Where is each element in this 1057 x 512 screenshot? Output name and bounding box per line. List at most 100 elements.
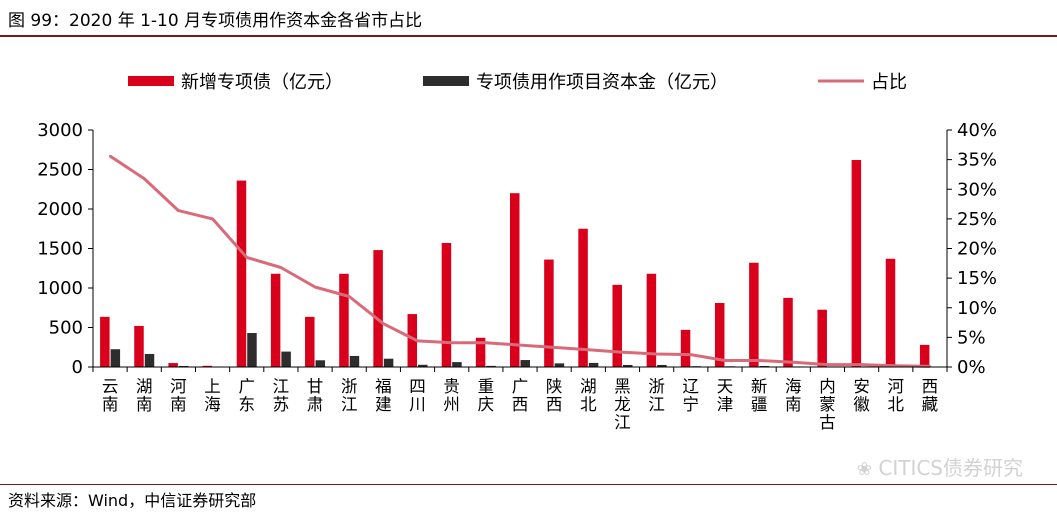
x-tick-label: 上海 xyxy=(204,377,221,414)
bar-capital-use xyxy=(554,363,565,367)
y-right-tick-label: 35% xyxy=(957,150,997,171)
bar-new-special-bonds xyxy=(612,284,622,367)
ratio-point xyxy=(518,343,522,347)
bar-capital-use xyxy=(622,364,633,367)
y-right-tick-label: 10% xyxy=(957,298,997,319)
y-right-tick-label: 20% xyxy=(957,239,997,260)
bar-new-special-bonds xyxy=(270,273,281,367)
bar-capital-use xyxy=(247,333,257,367)
ratio-point xyxy=(723,359,727,362)
ratio-point xyxy=(757,359,761,362)
bar-capital-use xyxy=(452,362,462,367)
source-note: 资料来源：Wind，中信证券研究部 xyxy=(8,491,257,510)
bar-new-special-bonds xyxy=(373,250,383,367)
bar-new-special-bonds xyxy=(749,262,759,367)
figure-title: 图 99：2020 年 1-10 月专项债用作资本金各省市占比 xyxy=(8,11,423,31)
x-tick-label: 广东 xyxy=(238,377,255,414)
title-divider xyxy=(0,35,1057,37)
x-tick-label: 天津 xyxy=(717,377,734,414)
y-left-tick-label: 500 xyxy=(49,318,83,339)
bar-new-special-bonds xyxy=(134,325,144,367)
ratio-point xyxy=(416,339,419,343)
legend-label: 占比 xyxy=(871,72,907,93)
bar-new-special-bonds xyxy=(202,365,213,367)
x-tick-label: 黑龙江 xyxy=(614,377,631,432)
bar-capital-use xyxy=(418,364,428,367)
x-tick-label: 甘肃 xyxy=(307,377,324,414)
x-tick-label: 广西 xyxy=(512,377,529,414)
ratio-point xyxy=(177,209,180,212)
bar-new-special-bonds xyxy=(339,273,349,367)
bar-new-special-bonds xyxy=(441,242,452,367)
bar-capital-use xyxy=(110,349,121,367)
bar-capital-use xyxy=(144,353,155,367)
ratio-point xyxy=(860,363,863,366)
ratio-point xyxy=(894,364,897,368)
ratio-point xyxy=(279,266,283,269)
y-right-tick-label: 25% xyxy=(957,209,997,230)
ratio-point xyxy=(655,352,658,356)
legend-swatch xyxy=(128,76,174,86)
bar-new-special-bonds xyxy=(475,337,486,367)
bar-capital-use xyxy=(520,360,530,367)
legend: 新增专项债（亿元） 专项债用作项目资本金（亿元） 占比 xyxy=(128,72,907,93)
watermark: ❀ CITICS债券研究 xyxy=(857,452,1023,481)
x-tick-label: 四川 xyxy=(409,377,426,414)
x-tick-label: 陕西 xyxy=(546,377,563,414)
legend-capital-use: 专项债用作项目资本金（亿元） xyxy=(423,72,728,93)
x-tick-label: 湖北 xyxy=(580,377,597,414)
legend-label: 新增专项债（亿元） xyxy=(181,72,343,93)
bar-capital-use xyxy=(383,358,394,367)
y-right-tick-label: 30% xyxy=(957,179,997,200)
ratio-point xyxy=(587,348,590,352)
legend-new-special-bonds: 新增专项债（亿元） xyxy=(128,72,343,93)
bar-capital-use xyxy=(315,360,326,367)
legend-swatch xyxy=(423,76,469,86)
y-right-tick-label: 40% xyxy=(957,120,997,141)
x-tick-label: 重庆 xyxy=(478,377,495,414)
x-tick-label: 安徽 xyxy=(853,377,870,414)
ratio-point xyxy=(484,341,488,344)
bar-new-special-bonds xyxy=(510,193,520,367)
x-tick-label: 河北 xyxy=(888,377,905,414)
chart: 新增专项债（亿元） 专项债用作项目资本金（亿元） 占比 0 500 1000 1500 20… xyxy=(37,72,997,432)
x-tick-label: 河南 xyxy=(170,377,187,414)
footer-divider xyxy=(0,484,1057,485)
ratio-point xyxy=(689,353,692,356)
y-left-tick-label: 1000 xyxy=(37,278,83,299)
y-axis-right: 0% 5% 10% 15% 20% 25% 30% 35% 40% xyxy=(946,120,997,378)
x-tick-label: 浙江 xyxy=(648,377,665,414)
x-tick-label: 海南 xyxy=(785,377,802,414)
bar-new-special-bonds xyxy=(680,329,691,367)
ratio-point xyxy=(382,322,385,325)
ratio-point xyxy=(143,177,146,180)
ratio-point xyxy=(450,341,453,344)
y-right-tick-label: 15% xyxy=(957,268,997,289)
bar-new-special-bonds xyxy=(714,303,725,367)
bar-new-special-bonds xyxy=(100,316,110,367)
y-axis-left: 0 500 1000 1500 2000 2500 3000 xyxy=(37,120,94,378)
bar-capital-use xyxy=(281,351,291,367)
bar-capital-use xyxy=(657,364,667,367)
bar-new-special-bonds xyxy=(578,228,588,367)
ratio-point xyxy=(211,217,214,221)
ratio-point xyxy=(621,350,624,354)
y-left-tick-label: 2000 xyxy=(37,199,83,220)
bar-capital-use xyxy=(349,355,360,367)
bar-new-special-bonds xyxy=(236,180,247,367)
x-tick-label: 贵州 xyxy=(443,377,460,414)
ratio-line xyxy=(108,154,932,368)
y-left-tick-label: 0 xyxy=(72,357,83,378)
x-tick-label: 江苏 xyxy=(273,377,290,414)
ratio-point xyxy=(552,346,556,349)
watermark-text: CITICS债券研究 xyxy=(878,456,1023,480)
legend-label: 专项债用作项目资本金（亿元） xyxy=(476,72,728,93)
wechat-icon: ❀ xyxy=(856,459,872,480)
x-tick-label: 云南 xyxy=(102,377,119,414)
bar-capital-use xyxy=(588,362,599,367)
bar-capital-use xyxy=(178,365,189,367)
x-tick-label: 内蒙古 xyxy=(819,377,836,432)
bar-new-special-bonds xyxy=(817,309,827,367)
x-tick-label: 辽宁 xyxy=(683,377,700,414)
ratio-point xyxy=(313,285,317,289)
